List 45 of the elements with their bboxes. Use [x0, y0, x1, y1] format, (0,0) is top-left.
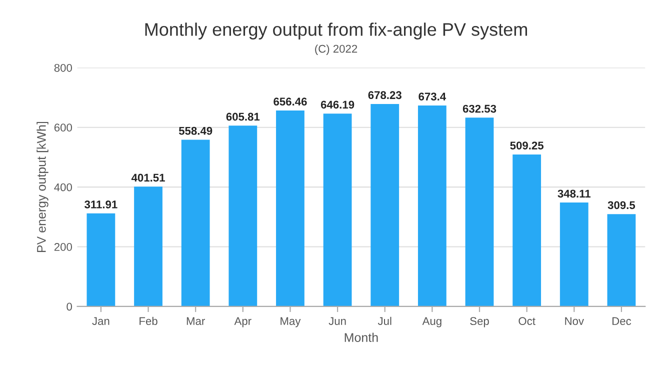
y-axis-title: PV energy output [kWh] [36, 122, 48, 252]
x-tick-label: Apr [234, 317, 252, 328]
y-tick-label: 200 [54, 243, 72, 251]
bar [228, 126, 258, 306]
data-label: 605.81 [226, 112, 260, 121]
data-label: 401.51 [131, 174, 165, 182]
data-label: 646.19 [320, 100, 354, 109]
data-label: 348.11 [558, 190, 591, 198]
bar [323, 114, 352, 306]
data-label: 632.53 [462, 104, 496, 113]
bar [370, 104, 400, 306]
bar [418, 105, 446, 306]
x-tick-label: Jul [378, 316, 392, 326]
data-label: 673.4 [418, 92, 446, 101]
x-tick-label: Jan [92, 317, 110, 326]
x-tick-label: Sep [470, 317, 489, 328]
data-label: 309.5 [608, 201, 636, 210]
x-tick-label: Oct [518, 317, 536, 326]
bar [276, 110, 304, 306]
data-label: 558.49 [178, 126, 212, 135]
chart-title: Monthly energy output from fix-angle PV system [145, 22, 527, 40]
x-tick-label: Feb [140, 316, 158, 326]
data-label: 678.23 [368, 91, 402, 100]
y-tick-label: 600 [54, 124, 72, 132]
chart-subtitle: (C) 2022 [315, 44, 358, 55]
bar [607, 214, 636, 306]
data-label: 509.25 [510, 142, 544, 150]
data-label: 656.46 [274, 98, 307, 106]
x-tick-label: Mar [186, 317, 205, 326]
data-label: 311.91 [84, 200, 118, 208]
x-axis-title: Month [344, 332, 378, 342]
y-tick-label: 800 [54, 64, 72, 72]
x-tick-label: Dec [612, 317, 632, 326]
x-tick-label: Aug [422, 317, 442, 328]
x-tick-label: May [280, 317, 301, 328]
bar [134, 186, 162, 306]
x-tick-label: Nov [565, 317, 584, 326]
x-tick-label: Jun [328, 317, 346, 326]
bar [512, 154, 542, 306]
bar [560, 202, 588, 306]
y-tick-label: 400 [54, 183, 72, 192]
y-tick-label: 0 [66, 302, 72, 311]
bar [181, 140, 210, 306]
bar [465, 118, 494, 306]
bar [86, 213, 116, 306]
